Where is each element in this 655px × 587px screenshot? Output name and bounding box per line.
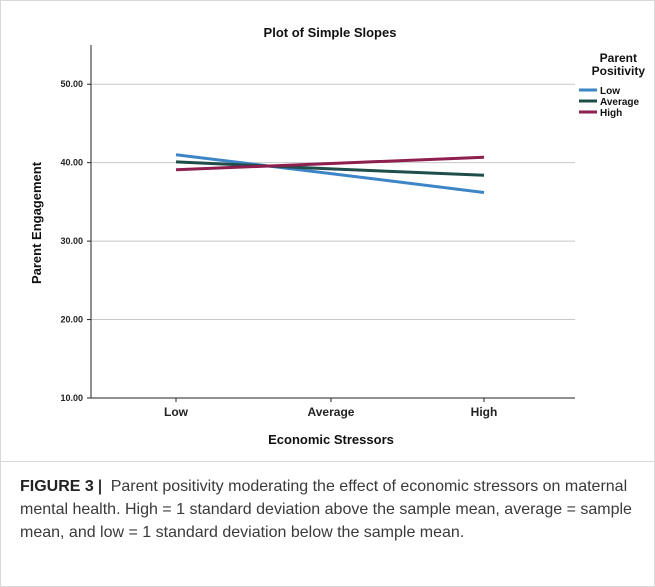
series-line-low (175, 153, 485, 194)
y-tick-label: 20.00 (60, 315, 83, 325)
y-tick-label: 50.00 (60, 79, 83, 89)
series-line-average (175, 160, 485, 177)
legend-label-high: High (600, 108, 622, 119)
x-tick-label: High (471, 405, 498, 419)
y-tick-label: 10.00 (60, 393, 83, 403)
x-axis-label: Economic Stressors (268, 432, 394, 447)
chart-title: Plot of Simple Slopes (264, 25, 397, 40)
figure-label: FIGURE 3 (20, 478, 94, 495)
figure-caption: FIGURE 3 | Parent positivity moderating t… (20, 475, 640, 544)
y-tick-label: 40.00 (60, 158, 83, 168)
legend-title-line2: Positivity (592, 64, 646, 78)
legend-title-line1: Parent (600, 51, 637, 65)
caption-text: Parent positivity moderating the effect … (20, 478, 632, 541)
series-line-high (175, 155, 485, 172)
y-axis-label: Parent Engagement (29, 161, 44, 284)
x-tick-label: Average (308, 405, 355, 419)
x-tick-label: Low (164, 405, 189, 419)
y-tick-label: 30.00 (60, 236, 83, 246)
legend-label-average: Average (600, 97, 640, 108)
legend-label-low: Low (600, 86, 620, 97)
caption-separator: | (97, 478, 103, 495)
caption-divider (1, 461, 655, 462)
